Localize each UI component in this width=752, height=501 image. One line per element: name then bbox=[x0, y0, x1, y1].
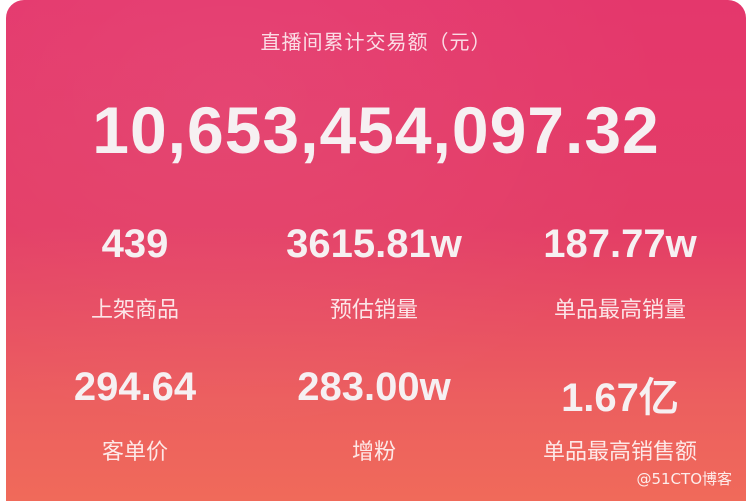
top-item-sales-value: 187.77w bbox=[543, 222, 697, 266]
listed-products-label: 上架商品 bbox=[90, 298, 179, 323]
avg-order-value-value: 294.64 bbox=[73, 365, 197, 409]
total-transaction-amount: 10,653,454,097.32 bbox=[92, 93, 660, 167]
sales-summary-card: 直播间累计交易额（元） 10,653,454,097.32 439 上架商品 3… bbox=[6, 0, 746, 501]
page-title: 直播间累计交易额（元） bbox=[260, 30, 492, 54]
avg-order-value-label: 客单价 bbox=[101, 440, 168, 465]
listed-products-value: 439 bbox=[101, 222, 169, 266]
watermark: @51CTO博客 bbox=[636, 470, 732, 488]
estimated-sales-value: 3615.81w bbox=[286, 222, 462, 266]
top-item-sales-label: 单品最高销量 bbox=[553, 298, 686, 323]
estimated-sales-label: 预估销量 bbox=[329, 298, 418, 323]
top-item-revenue-value: 1.67亿 bbox=[561, 376, 679, 420]
top-item-revenue-label: 单品最高销售额 bbox=[542, 440, 697, 465]
new-followers-value: 283.00w bbox=[297, 365, 451, 409]
new-followers-label: 增粉 bbox=[351, 440, 396, 465]
